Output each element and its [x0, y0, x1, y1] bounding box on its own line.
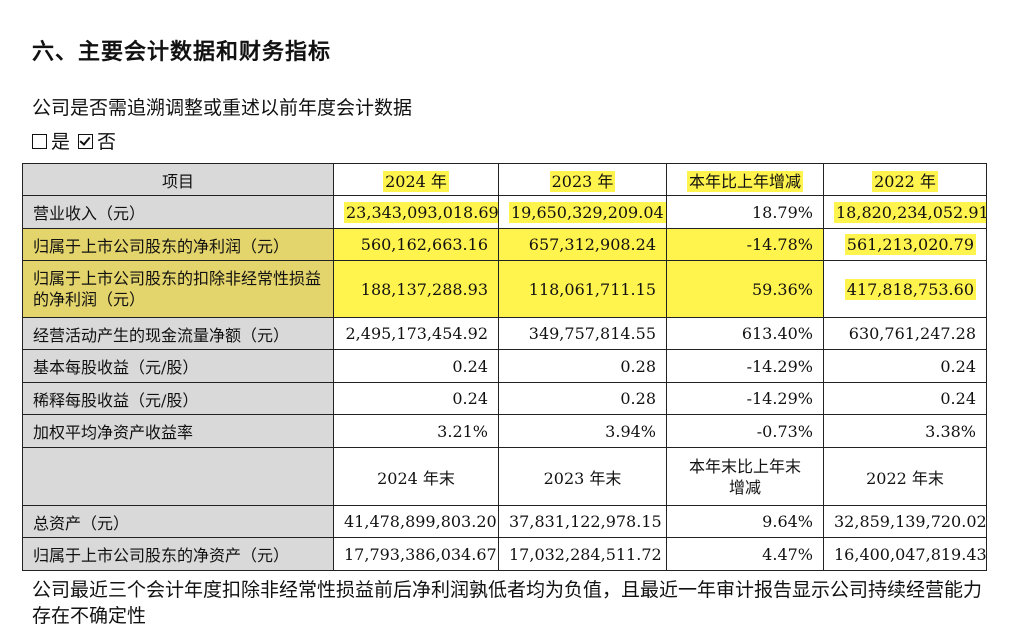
table-cell: 0.24	[823, 382, 987, 415]
row-label: 经营活动产生的现金流量净额（元）	[22, 317, 334, 350]
row-label: 营业收入（元）	[22, 195, 334, 229]
table-row: 归属于上市公司股东的净资产（元） 17,793,386,034.67 17,03…	[22, 537, 987, 571]
header-item: 项目	[22, 163, 334, 196]
footnote-text: 公司最近三个会计年度扣除非经常性损益前后净利润孰低者均为负值，且最近一年审计报告…	[32, 579, 983, 627]
table-cell: 0.24	[333, 382, 499, 415]
table-header-row: 项目 2024 年 2023 年 本年比上年增减 2022 年	[22, 163, 987, 196]
table-cell: 630,761,247.28	[823, 317, 987, 350]
header-2022: 2022 年	[823, 163, 987, 196]
table-cell: 613.40%	[666, 317, 824, 350]
table-row: 归属于上市公司股东的净利润（元） 560,162,663.16 657,312,…	[22, 228, 987, 261]
table-row: 基本每股收益（元/股） 0.24 0.28 -14.29% 0.24	[22, 349, 987, 383]
table-row: 营业收入（元） 23,343,093,018.69 19,650,329,209…	[22, 195, 987, 229]
option-no-label: 否	[97, 131, 117, 153]
header-change: 本年比上年增减	[666, 163, 824, 196]
table-cell: 0.28	[498, 349, 667, 383]
table-row: 归属于上市公司股东的扣除非经常性损益的净利润（元） 188,137,288.93…	[22, 260, 987, 318]
table-subheader-row: 2024 年末 2023 年末 本年末比上年末增减 2022 年末	[22, 447, 987, 506]
table-cell: 9.64%	[666, 505, 824, 538]
header-2024: 2024 年	[333, 163, 499, 196]
table-cell: -0.73%	[666, 414, 824, 448]
table-row: 经营活动产生的现金流量净额（元） 2,495,173,454.92 349,75…	[22, 317, 987, 350]
table-cell: 37,831,122,978.15	[498, 505, 667, 538]
table-cell: -14.29%	[666, 382, 824, 415]
option-yes-label: 是	[51, 131, 71, 153]
table-cell: 17,032,284,511.72	[498, 537, 667, 571]
row-label: 归属于上市公司股东的净资产（元）	[22, 537, 334, 571]
table-cell: 41,478,899,803.20	[333, 505, 499, 538]
row-label: 基本每股收益（元/股）	[22, 349, 334, 383]
table-cell: 349,757,814.55	[498, 317, 667, 350]
table-cell: 0.28	[498, 382, 667, 415]
table-cell: 59.36%	[666, 260, 824, 318]
checkbox-no[interactable]	[78, 134, 94, 149]
table-cell: 23,343,093,018.69	[333, 195, 499, 229]
table-row: 总资产（元） 41,478,899,803.20 37,831,122,978.…	[22, 505, 987, 538]
table-cell: 561,213,020.79	[823, 228, 987, 261]
table-cell: 19,650,329,209.04	[498, 195, 667, 229]
table-cell: 4.47%	[666, 537, 824, 571]
financial-indicators-table: 项目 2024 年 2023 年 本年比上年增减 2022 年 营业收入（元） …	[22, 163, 987, 571]
row-label: 加权平均净资产收益率	[22, 414, 334, 448]
table-cell: 118,061,711.15	[498, 260, 667, 318]
table-cell: 32,859,139,720.02	[823, 505, 987, 538]
table-cell: 3.38%	[823, 414, 987, 448]
table-cell: -14.29%	[666, 349, 824, 383]
table-cell: 657,312,908.24	[498, 228, 667, 261]
table-cell: 0.24	[333, 349, 499, 383]
subheader-2023: 2023 年末	[498, 447, 667, 506]
table-cell: 18.79%	[666, 195, 824, 229]
table-cell: 2,495,173,454.92	[333, 317, 499, 350]
table-cell: 188,137,288.93	[333, 260, 499, 318]
table-cell: 17,793,386,034.67	[333, 537, 499, 571]
table-cell: 0.24	[823, 349, 987, 383]
table-cell: 18,820,234,052.91	[823, 195, 987, 229]
row-label: 归属于上市公司股东的净利润（元）	[22, 228, 334, 261]
table-cell: 3.94%	[498, 414, 667, 448]
section-heading: 六、主要会计数据和财务指标	[32, 39, 332, 65]
subheader-2022: 2022 年末	[823, 447, 987, 506]
table-row: 加权平均净资产收益率 3.21% 3.94% -0.73% 3.38%	[22, 414, 987, 448]
table-cell: 3.21%	[333, 414, 499, 448]
restatement-options: 是 否	[32, 127, 116, 154]
checkbox-yes[interactable]	[32, 134, 47, 149]
table-cell: 16,400,047,819.43	[823, 537, 987, 571]
subheader-2024: 2024 年末	[333, 447, 499, 506]
table-cell: 417,818,753.60	[823, 260, 987, 318]
restatement-question: 公司是否需追溯调整或重述以前年度会计数据	[32, 97, 413, 119]
table-cell: 560,162,663.16	[333, 228, 499, 261]
row-label: 总资产（元）	[22, 505, 334, 538]
header-2023: 2023 年	[498, 163, 667, 196]
row-label: 归属于上市公司股东的扣除非经常性损益的净利润（元）	[22, 260, 334, 318]
subheader-change: 本年末比上年末增减	[666, 447, 824, 506]
table-row: 稀释每股收益（元/股） 0.24 0.28 -14.29% 0.24	[22, 382, 987, 415]
row-label: 稀释每股收益（元/股）	[22, 382, 334, 415]
table-cell: -14.78%	[666, 228, 824, 261]
subheader-item	[22, 447, 334, 506]
